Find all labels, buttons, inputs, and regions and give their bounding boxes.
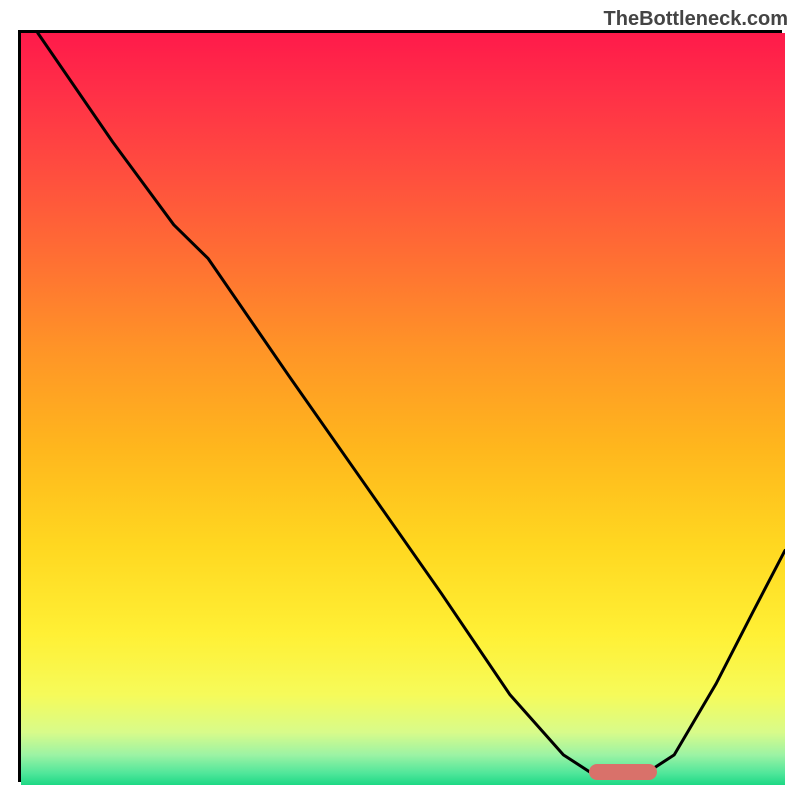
optimal-marker bbox=[589, 764, 658, 780]
plot-area bbox=[18, 30, 782, 782]
bottleneck-chart: TheBottleneck.com bbox=[0, 0, 800, 800]
gradient-background bbox=[21, 33, 785, 785]
plot-svg bbox=[21, 33, 785, 785]
watermark-text: TheBottleneck.com bbox=[604, 8, 788, 31]
